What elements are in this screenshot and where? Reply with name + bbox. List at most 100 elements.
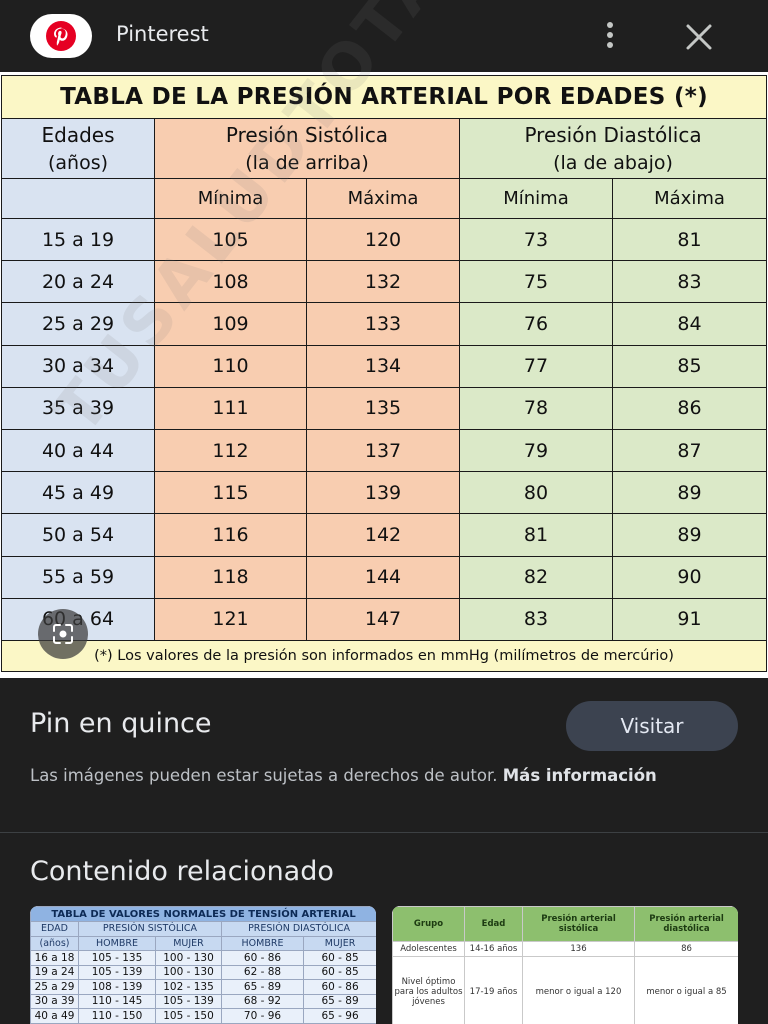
related-table-1-cell: 19 a 24 [30, 964, 79, 980]
diastolic-column-header: Presión Diastólica (la de abajo) [458, 118, 768, 179]
related-table-2-cell: 17-19 años [464, 956, 523, 1024]
related-table-1-cell: 68 - 92 [221, 993, 304, 1009]
sys-max-cell: 142 [306, 513, 460, 557]
related-table-1-cell: 105 - 139 [155, 993, 222, 1009]
top-bar: Pinterest [0, 0, 768, 72]
dia-min-cell: 82 [459, 555, 613, 599]
related-table-1: TABLA DE VALORES NORMALES DE TENSIÓN ART… [30, 906, 376, 1024]
age-range-cell: 45 a 49 [1, 471, 155, 515]
related-table-1-header: PRESIÓN SISTÓLICA [78, 921, 222, 937]
dia-max-cell: 83 [611, 260, 768, 304]
sys-min-cell: 118 [154, 555, 307, 599]
visit-button[interactable]: Visitar [566, 701, 738, 751]
more-vert-icon[interactable] [598, 22, 622, 52]
sys-min-header: Mínima [154, 178, 307, 219]
age-range-cell: 35 a 39 [1, 386, 155, 430]
dia-min-cell: 77 [459, 344, 613, 388]
related-table-1-cell: 105 - 139 [78, 964, 156, 980]
dia-max-cell: 89 [611, 471, 768, 515]
sys-max-cell: 132 [306, 260, 460, 304]
sys-min-cell: 115 [154, 471, 307, 515]
related-table-1-cell: 40 a 49 [30, 1008, 79, 1024]
dia-min-header: Mínima [459, 178, 613, 219]
related-table-1-cell: 102 - 135 [155, 979, 222, 995]
sys-max-cell: 120 [306, 217, 460, 262]
sys-min-cell: 110 [154, 344, 307, 388]
dia-max-cell: 84 [611, 302, 768, 346]
related-table-1-subheader: HOMBRE [78, 935, 156, 951]
site-name: Pinterest [116, 22, 209, 46]
age-column-header: Edades (años) [1, 118, 155, 179]
age-range-cell: 50 a 54 [1, 513, 155, 557]
related-table-1-cell: 65 - 89 [302, 993, 376, 1009]
related-table-2-header: Edad [464, 906, 523, 942]
related-table-1-cell: 25 a 29 [30, 979, 79, 995]
sys-min-cell: 109 [154, 302, 307, 346]
related-table-1-row: 25 a 29 108 - 139 102 - 135 65 - 89 60 - 86 [30, 979, 376, 995]
dia-max-cell: 87 [611, 428, 768, 473]
related-table-1-header: EDAD [30, 921, 79, 937]
related-content-title: Contenido relacionado [30, 856, 334, 887]
sys-max-cell: 144 [306, 555, 460, 599]
age-range-cell: 20 a 24 [1, 260, 155, 304]
dia-min-cell: 80 [459, 471, 613, 515]
google-lens-icon[interactable] [38, 609, 88, 659]
related-table-1-cell: 100 - 130 [155, 964, 222, 980]
related-table-2-cell: 136 [522, 941, 635, 957]
related-table-2-cell: Nivel óptimo para los adultos jóvenes [392, 956, 465, 1024]
table-row: 55 a 59 118 144 82 90 [1, 555, 768, 599]
sys-min-cell: 108 [154, 260, 307, 304]
sys-max-cell: 134 [306, 344, 460, 388]
related-table-1-cell: 62 - 88 [221, 964, 304, 980]
age-range-cell: 55 a 59 [1, 555, 155, 599]
related-table-1-subheader: (años) [30, 935, 79, 951]
related-table-1-subheader: HOMBRE [221, 935, 304, 951]
dia-min-cell: 79 [459, 428, 613, 473]
pin-title: Pin en quince [30, 708, 212, 739]
related-table-2-cell: menor o igual a 85 [634, 956, 738, 1024]
table-title: TABLA DE LA PRESIÓN ARTERIAL POR EDADES … [0, 75, 768, 119]
related-table-1-cell: 110 - 150 [78, 1008, 156, 1024]
age-range-cell: 25 a 29 [1, 302, 155, 346]
close-icon[interactable] [682, 20, 716, 54]
related-table-1-title: TABLA DE VALORES NORMALES DE TENSIÓN ART… [30, 906, 376, 922]
table-footnote: (*) Los valores de la presión son inform… [0, 639, 768, 672]
systolic-column-header: Presión Sistólica (la de arriba) [154, 118, 460, 179]
related-table-1-cell: 65 - 89 [221, 979, 304, 995]
pin-image[interactable]: TABLA DE LA PRESIÓN ARTERIAL POR EDADES … [0, 0, 768, 678]
related-table-2-cell: 86 [634, 941, 738, 957]
dia-min-cell: 83 [459, 597, 613, 641]
related-table-2-cell: menor o igual a 120 [522, 956, 635, 1024]
dia-max-cell: 89 [611, 513, 768, 557]
related-table-2-cell: 14-16 años [464, 941, 523, 957]
pinterest-logo-icon[interactable] [30, 14, 92, 58]
related-table-1-subheader: MUJER [302, 935, 376, 951]
related-table-1-row: 40 a 49 110 - 150 105 - 150 70 - 96 65 - 96 [30, 1008, 376, 1024]
more-info-link[interactable]: Más información [502, 766, 657, 785]
dia-min-cell: 78 [459, 386, 613, 430]
related-pin-2[interactable]: Grupo Edad Presión arterial sistólica Pr… [392, 906, 738, 1024]
related-table-1-cell: 30 a 39 [30, 993, 79, 1009]
table-row: 50 a 54 116 142 81 89 [1, 513, 768, 557]
related-table-1-cell: 70 - 96 [221, 1008, 304, 1024]
dia-max-cell: 90 [611, 555, 768, 599]
table-row: 35 a 39 111 135 78 86 [1, 386, 768, 430]
related-table-1-cell: 100 - 130 [155, 950, 222, 966]
sys-max-cell: 133 [306, 302, 460, 346]
sys-max-cell: 137 [306, 428, 460, 473]
related-table-1-cell: 105 - 135 [78, 950, 156, 966]
copyright-notice: Las imágenes pueden estar sujetas a dere… [30, 764, 730, 787]
table-row: 20 a 24 108 132 75 83 [1, 260, 768, 304]
related-table-2-header: Presión arterial diastólica [634, 906, 738, 942]
related-table-1-row: 19 a 24 105 - 139 100 - 130 62 - 88 60 - 85 [30, 964, 376, 980]
age-range-cell: 30 a 34 [1, 344, 155, 388]
empty-header-cell [1, 178, 155, 219]
related-table-1-cell: 108 - 139 [78, 979, 156, 995]
dia-max-cell: 86 [611, 386, 768, 430]
related-table-1-cell: 65 - 96 [302, 1008, 376, 1024]
related-table-1-cell: 60 - 85 [302, 950, 376, 966]
related-pin-1[interactable]: TABLA DE VALORES NORMALES DE TENSIÓN ART… [30, 906, 376, 1024]
dia-max-cell: 85 [611, 344, 768, 388]
sys-min-cell: 105 [154, 217, 307, 262]
age-range-cell: 40 a 44 [1, 428, 155, 473]
